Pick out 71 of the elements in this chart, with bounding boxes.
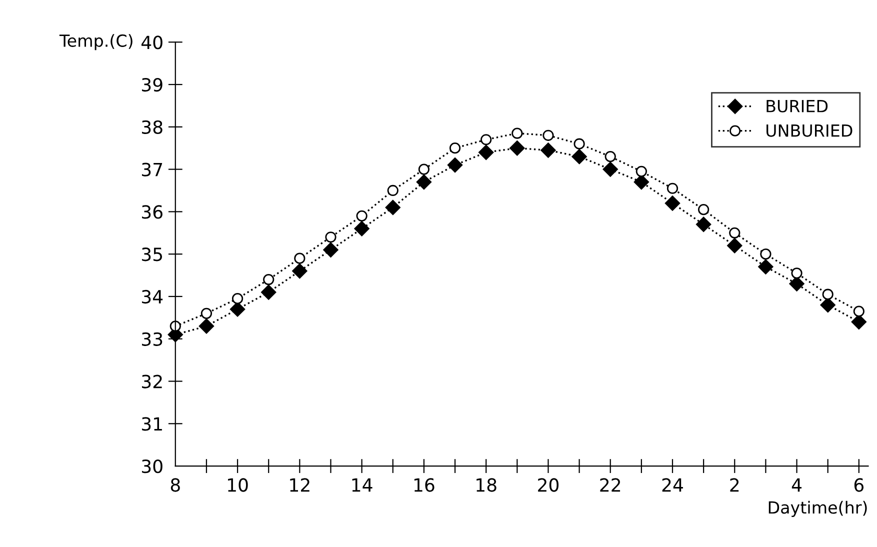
x-tick-label: 4 — [792, 478, 802, 492]
x-tick-label: 14 — [352, 478, 372, 492]
point — [574, 138, 585, 150]
y-tick-label: 35 — [142, 248, 162, 262]
point — [542, 130, 554, 141]
y-tick-label: 30 — [142, 460, 162, 474]
point — [540, 142, 556, 158]
point — [696, 216, 712, 232]
point — [758, 259, 774, 274]
point — [170, 320, 181, 332]
legend-label: BURIED — [766, 100, 828, 112]
y-tick-label: 40 — [142, 36, 162, 50]
point — [572, 149, 587, 164]
x-axis-title: Daytime(hr) — [768, 500, 867, 518]
point — [261, 284, 276, 300]
point — [323, 242, 338, 258]
point — [760, 248, 772, 260]
x-tick-label: 16 — [414, 478, 434, 492]
y-tick-label: 37 — [142, 162, 162, 176]
point — [602, 162, 618, 177]
y-tick-label: 32 — [142, 374, 162, 388]
point — [480, 134, 492, 146]
x-tick-label: 18 — [476, 478, 496, 492]
point — [729, 227, 740, 238]
point — [200, 308, 212, 319]
point — [851, 314, 866, 330]
point — [447, 157, 463, 173]
point — [510, 140, 525, 156]
point — [354, 221, 370, 236]
point — [449, 142, 461, 154]
point — [478, 144, 494, 160]
y-tick-label: 38 — [142, 120, 162, 134]
point — [385, 200, 400, 216]
point — [666, 182, 678, 194]
point — [294, 252, 306, 264]
point — [325, 232, 336, 243]
point — [418, 164, 430, 175]
point — [791, 268, 802, 279]
point — [636, 166, 647, 177]
x-tick-label: 20 — [538, 478, 559, 492]
point — [822, 288, 834, 300]
x-tick-label: 24 — [662, 478, 683, 492]
point — [232, 293, 244, 304]
point — [292, 263, 308, 279]
point — [820, 297, 836, 313]
legend-label: UNBURIED — [766, 124, 852, 137]
y-tick-label: 39 — [142, 78, 162, 92]
point — [198, 318, 214, 334]
point — [698, 204, 710, 216]
y-tick-label: 31 — [142, 417, 162, 431]
y-axis-title: Temp.(C) — [59, 34, 132, 50]
point — [356, 210, 368, 222]
x-tick-label: 12 — [290, 478, 310, 492]
y-tick-label: 33 — [142, 332, 162, 346]
x-tick-label: 22 — [600, 478, 620, 492]
point — [263, 274, 274, 286]
point — [853, 306, 864, 317]
point — [387, 184, 398, 196]
x-tick-label: 6 — [854, 478, 864, 492]
x-tick-label: 10 — [228, 478, 248, 492]
point — [604, 151, 616, 162]
point — [664, 196, 680, 211]
x-tick-label: 2 — [730, 478, 739, 492]
point — [727, 238, 742, 254]
point — [416, 174, 432, 190]
point — [512, 128, 523, 139]
point — [789, 276, 804, 292]
x-tick-label: 8 — [170, 478, 180, 492]
y-tick-label: 36 — [142, 205, 162, 219]
point — [230, 302, 246, 317]
y-tick-label: 34 — [142, 290, 163, 304]
